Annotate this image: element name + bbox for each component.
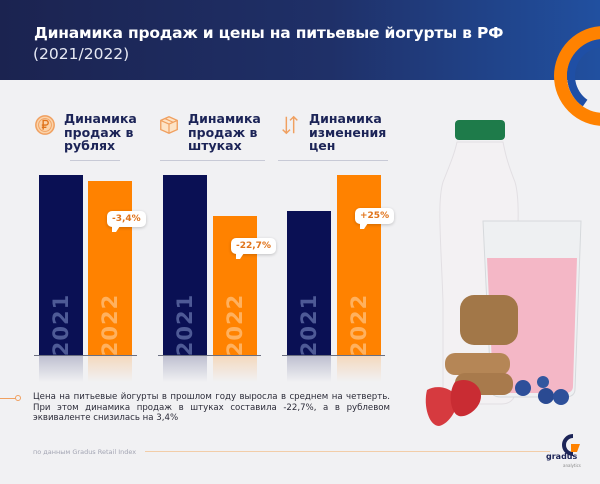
bar-units-2022: 2022 (213, 216, 257, 357)
bar-units-2021: 2021 (163, 175, 207, 357)
bar-reflection (213, 356, 257, 382)
baseline (158, 355, 261, 356)
bar-price-2021: 2021 (287, 211, 331, 357)
bar-rubles-2022: 2022 (88, 181, 132, 357)
divider (70, 160, 120, 161)
bar-reflection (287, 356, 331, 382)
gradus-logo-icon (562, 434, 580, 456)
change-bubble: -3,4% (107, 211, 146, 232)
group-label: Динамика продаж в рублях (64, 111, 137, 153)
source-divider (145, 451, 550, 452)
bar-year-label: 2022 (223, 293, 247, 357)
bar-price-2022: 2022 (337, 175, 381, 357)
change-bubble: +25% (355, 208, 395, 229)
yogurt-bottle-glass-illustration (425, 120, 582, 426)
bar-year-label: 2021 (173, 293, 197, 357)
note-connector-dot (15, 395, 21, 401)
bar-year-label: 2021 (297, 293, 321, 357)
header-banner: Динамика продаж и цены на питьевые йогур… (0, 0, 600, 80)
group-label: Динамика изменения цен (309, 111, 387, 153)
bar-reflection (163, 356, 207, 382)
page-title: Динамика продаж и цены на питьевые йогур… (34, 24, 504, 42)
divider (278, 160, 388, 161)
change-bubble: -22,7% (231, 238, 276, 259)
note-connector-line (0, 398, 17, 399)
page-subtitle: (2021/2022) (33, 45, 130, 63)
bar-reflection (39, 356, 83, 382)
logo-subtext: analytics (563, 463, 581, 468)
divider (160, 160, 265, 161)
bar-reflection (88, 356, 132, 382)
bar-year-label: 2022 (98, 293, 122, 357)
box-icon (160, 115, 178, 135)
source-label: по данным Gradus Retail Index (33, 448, 137, 456)
bar-rubles-2021: 2021 (39, 175, 83, 357)
bar-reflection (337, 356, 381, 382)
up-down-arrows-icon (282, 115, 298, 135)
group-label: Динамика продаж в штуках (188, 111, 261, 153)
summary-note: Цена на питьевые йогурты в прошлом году … (33, 392, 390, 423)
baseline (282, 355, 385, 356)
bar-year-label: 2022 (347, 293, 371, 357)
bar-year-label: 2021 (49, 293, 73, 357)
ruble-coin-icon (35, 115, 55, 135)
baseline (34, 355, 137, 356)
logo-text: gradus (546, 452, 578, 461)
